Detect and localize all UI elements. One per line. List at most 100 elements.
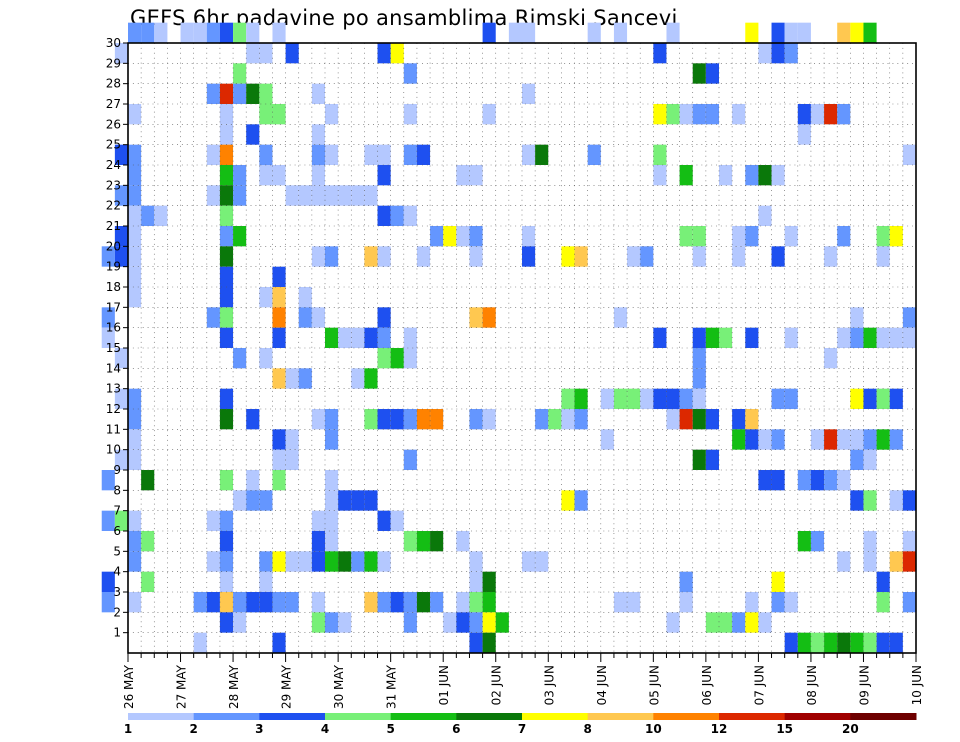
- heat-cell: [128, 226, 142, 247]
- heat-cell: [889, 632, 903, 653]
- heat-cell: [587, 22, 601, 43]
- heat-cell: [114, 144, 128, 165]
- heat-cell: [889, 226, 903, 247]
- heat-cell: [377, 510, 391, 531]
- x-tick-label: 26 MAY: [122, 664, 136, 709]
- colorbar-label: 4: [321, 722, 329, 736]
- heat-cell: [482, 592, 496, 613]
- heat-cell: [692, 449, 706, 470]
- heat-cell: [390, 348, 404, 369]
- heat-cell: [692, 246, 706, 267]
- heat-cell: [745, 429, 759, 450]
- heat-cell: [666, 388, 680, 409]
- heat-cell: [338, 490, 352, 511]
- heat-cell: [876, 592, 890, 613]
- heat-cell: [535, 144, 549, 165]
- heat-cell: [430, 531, 444, 552]
- heat-cell: [219, 592, 234, 613]
- y-tick-label: 28: [106, 77, 121, 91]
- heat-cell: [850, 632, 864, 653]
- heat-cell: [233, 22, 247, 43]
- heat-cell: [285, 429, 299, 450]
- y-tick-label: 20: [106, 239, 121, 253]
- heat-cell: [430, 226, 444, 247]
- heat-cell: [456, 226, 470, 247]
- heat-cell: [351, 551, 365, 572]
- heat-cell: [259, 592, 273, 613]
- heat-cell: [640, 388, 654, 409]
- heat-cell: [338, 612, 352, 633]
- heat-cell: [101, 327, 115, 348]
- y-tick-label: 16: [106, 321, 121, 335]
- heat-cell: [128, 205, 142, 226]
- heat-cell: [850, 490, 864, 511]
- heat-cell: [101, 571, 115, 592]
- heat-cell: [850, 449, 864, 470]
- y-tick-label: 14: [106, 361, 121, 375]
- y-tick-label: 15: [106, 341, 121, 355]
- x-tick-label: 04 JUN: [595, 665, 609, 705]
- heat-cell: [902, 144, 916, 165]
- heat-cell: [141, 205, 155, 226]
- heat-cell: [876, 226, 890, 247]
- heat-cell: [469, 307, 483, 328]
- heat-cell: [364, 551, 378, 572]
- colorbar-label: 12: [711, 722, 728, 736]
- heat-cell: [522, 246, 536, 267]
- heat-cell: [797, 470, 811, 491]
- heat-cell: [745, 22, 759, 43]
- heat-cell: [311, 510, 325, 531]
- heat-cell: [219, 531, 234, 552]
- heat-cell: [679, 226, 693, 247]
- heat-cell: [390, 409, 404, 430]
- heat-cell: [824, 348, 838, 369]
- heat-cell: [522, 22, 536, 43]
- y-tick-label: 6: [113, 524, 121, 538]
- heat-cell: [233, 592, 247, 613]
- x-tick-label: 30 MAY: [332, 664, 346, 709]
- colorbar-swatch: [653, 713, 720, 720]
- heat-cell: [246, 22, 260, 43]
- heat-cell: [325, 612, 339, 633]
- heat-cell: [784, 22, 798, 43]
- heat-cell: [377, 246, 391, 267]
- heat-cell: [810, 470, 825, 491]
- heat-cell: [416, 531, 431, 552]
- heat-cell: [259, 104, 273, 125]
- y-tick-label: 10: [106, 443, 121, 457]
- heat-cell: [377, 348, 391, 369]
- heat-cell: [863, 490, 877, 511]
- heat-cell: [272, 287, 286, 308]
- heat-cell: [758, 43, 772, 64]
- colorbar-swatch: [784, 713, 851, 720]
- heat-cell: [876, 327, 890, 348]
- heat-cell: [193, 592, 207, 613]
- heat-cell: [259, 348, 273, 369]
- heat-cell: [469, 612, 483, 633]
- colorbar-swatch: [193, 713, 260, 720]
- y-tick-label: 24: [106, 158, 121, 172]
- heat-cell: [535, 409, 549, 430]
- heat-cell: [745, 226, 759, 247]
- heat-cell: [522, 226, 536, 247]
- heat-cell: [298, 307, 312, 328]
- heat-cell: [206, 22, 220, 43]
- heat-cell: [219, 104, 234, 125]
- heat-cell: [797, 531, 811, 552]
- heat-cell: [114, 246, 128, 267]
- heat-cell: [219, 612, 234, 633]
- heat-cell: [837, 327, 851, 348]
- heat-cell: [128, 22, 142, 43]
- heat-cell: [889, 388, 903, 409]
- heat-cell: [902, 592, 916, 613]
- x-tick-label: 28 MAY: [227, 664, 241, 709]
- heat-cell: [416, 246, 431, 267]
- colorbar-swatch: [522, 713, 589, 720]
- heat-cell: [246, 43, 260, 64]
- colorbar-label: 20: [842, 722, 859, 736]
- heat-cell: [469, 165, 483, 186]
- heat-cell: [193, 22, 207, 43]
- heat-cell: [889, 327, 903, 348]
- heat-cell: [141, 531, 155, 552]
- heat-cell: [311, 246, 325, 267]
